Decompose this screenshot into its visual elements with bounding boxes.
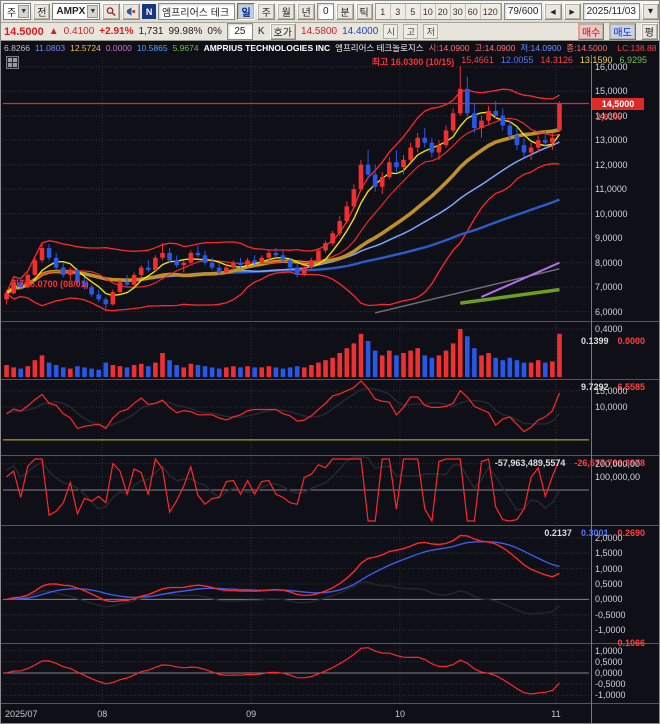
- volume-indicator-values: 0.1399 0.0000: [581, 336, 645, 346]
- x-axis: 2025/07 08 09 10 11: [1, 707, 591, 721]
- news-icon[interactable]: [122, 3, 141, 20]
- avg-button[interactable]: 평: [640, 23, 658, 40]
- indicator-value: 6.5585: [617, 382, 645, 392]
- symbol-name-field: 엠프리어스 테크: [157, 3, 236, 20]
- interval-button[interactable]: 10: [421, 4, 436, 19]
- ma-value: 12.5724: [70, 42, 101, 53]
- change-arrow-icon: ▲: [48, 26, 59, 37]
- current-price: 14.5000: [4, 25, 44, 38]
- chevron-down-icon[interactable]: ▼: [18, 5, 30, 18]
- lc-value: LC:138.88: [617, 42, 657, 53]
- chart-info-line: 6.8266 11.0803 12.5724 0.0000 10.5865 5.9674 …: [1, 41, 659, 54]
- ma-value: 6.8266: [4, 42, 30, 53]
- amount-field[interactable]: 25: [226, 23, 253, 40]
- ohlc-value: 저:14.0900: [520, 42, 562, 53]
- oscillator1-values: 9.7292 6.5585: [581, 382, 645, 392]
- zero-percent: 0%: [207, 26, 222, 37]
- k-label: K: [257, 26, 265, 37]
- high-annotation: 최고 16.0300 (10/15): [371, 57, 455, 67]
- interval-button[interactable]: 120: [481, 4, 501, 19]
- bar-count-field: 79/600: [503, 3, 543, 20]
- interval-button[interactable]: 60: [466, 4, 481, 19]
- interval-button-group: 1 3 5 10 20 30 60 120: [374, 3, 502, 20]
- calendar-icon[interactable]: ▾: [641, 3, 659, 20]
- ma-value: 5.9674: [172, 42, 199, 53]
- chart-menu-icon[interactable]: [6, 56, 19, 69]
- ohlc-value: 고:14.0900: [474, 42, 516, 53]
- tab-monthly[interactable]: 월: [277, 3, 296, 20]
- x-axis-label: 08: [97, 709, 108, 719]
- x-axis-label: 2025/07: [5, 709, 38, 719]
- x-axis-label: 11: [551, 709, 561, 719]
- symbol-combo[interactable]: AMPX ▼: [52, 3, 101, 20]
- company-name-kr: 엠프리어스 테크놀로지스: [335, 42, 424, 53]
- indicator-value: 9.7292: [580, 382, 609, 392]
- chevron-down-icon[interactable]: ▼: [87, 5, 99, 18]
- x-axis-label: 09: [246, 709, 257, 719]
- indicator-value: 0.3001: [580, 528, 609, 538]
- macd-values: 0.2137 0.3001 0.2690: [544, 528, 645, 538]
- company-name-en: AMPRIUS TECHNOLOGIES INC: [203, 42, 331, 53]
- exchange-badge: N: [142, 4, 156, 19]
- high-label: 고: [403, 24, 419, 39]
- interval-button[interactable]: 30: [451, 4, 466, 19]
- buy-button[interactable]: 매수: [577, 23, 605, 40]
- tab-yearly[interactable]: 년: [297, 3, 316, 20]
- search-icon[interactable]: [102, 3, 121, 20]
- prev-button[interactable]: 전: [33, 3, 51, 20]
- change-value: 0.4100: [63, 26, 95, 37]
- change-percent: +2.91%: [99, 26, 134, 37]
- band-values-row: 최고 16.0300 (10/15) 15.4661 12.0055 14.3126…: [372, 55, 647, 68]
- band-value: 12.0055: [500, 55, 534, 65]
- histogram-values: 0.1066: [617, 638, 645, 648]
- sell-button[interactable]: 매도: [609, 23, 636, 40]
- ma-value: 11.0803: [35, 42, 66, 53]
- current-price-percent: 2,91%: [596, 111, 622, 122]
- tick-button[interactable]: 틱: [355, 3, 373, 20]
- current-price-badge: 14,5000: [592, 97, 644, 110]
- minute-button[interactable]: 분: [336, 3, 354, 20]
- ohlc-value: 종:14.5000: [566, 42, 608, 53]
- open-label: 시: [383, 24, 399, 39]
- netflow-values: -57,963,489,5574 -26,577,766,3978: [495, 458, 645, 468]
- indicator-value: 0.1399: [580, 336, 609, 346]
- ohlc-value: 시:14.0900: [428, 42, 470, 53]
- band-value: 14.3126: [540, 55, 573, 65]
- zero-field[interactable]: 0: [317, 3, 335, 20]
- price-chart[interactable]: [1, 41, 660, 724]
- indicator-value: 0.0000: [617, 336, 645, 346]
- interval-button[interactable]: 5: [406, 4, 421, 19]
- low-price: 14.4000: [342, 26, 379, 37]
- chart-region: 6.8266 11.0803 12.5724 0.0000 10.5865 5.9674 …: [1, 41, 660, 724]
- turnover-percent: 99.98%: [168, 26, 203, 37]
- interval-button[interactable]: 1: [376, 4, 391, 19]
- band-value: 13.1590: [579, 55, 613, 65]
- volume-value: 1,731: [138, 26, 164, 37]
- scroll-right-button[interactable]: ▶: [563, 3, 581, 20]
- scroll-left-button[interactable]: ◀: [544, 3, 562, 20]
- low-annotation: 최저 6.0700 (08/01): [11, 279, 89, 289]
- ma-value: 10.5865: [136, 42, 168, 53]
- interval-button[interactable]: 3: [391, 4, 406, 19]
- period-combo[interactable]: 주 ▼: [3, 3, 32, 20]
- band-value: 6.9295: [619, 55, 647, 65]
- indicator-value: 0.2137: [544, 528, 572, 538]
- band-value: 15.4661: [461, 55, 494, 65]
- tab-daily[interactable]: 일: [237, 3, 256, 20]
- indicator-value: -57,963,489,5574: [494, 458, 566, 468]
- quote-bar: 14.5000 ▲ 0.4100 +2.91% 1,731 99.98% 0% …: [1, 23, 659, 41]
- date-field[interactable]: 2025/11/03: [582, 3, 640, 20]
- indicator-value: -26,577,766,3978: [574, 458, 645, 468]
- x-axis-label: 10: [394, 709, 405, 719]
- indicator-value: 0.2690: [617, 528, 645, 538]
- low-label: 저: [423, 24, 439, 39]
- tab-weekly[interactable]: 주: [257, 3, 276, 20]
- ma-value: 0.0000: [105, 42, 132, 53]
- hoga-button[interactable]: 호가: [269, 23, 296, 40]
- indicator-value: 0.1066: [617, 638, 645, 648]
- high-price: 14.5800: [300, 26, 338, 37]
- interval-button[interactable]: 20: [436, 4, 451, 19]
